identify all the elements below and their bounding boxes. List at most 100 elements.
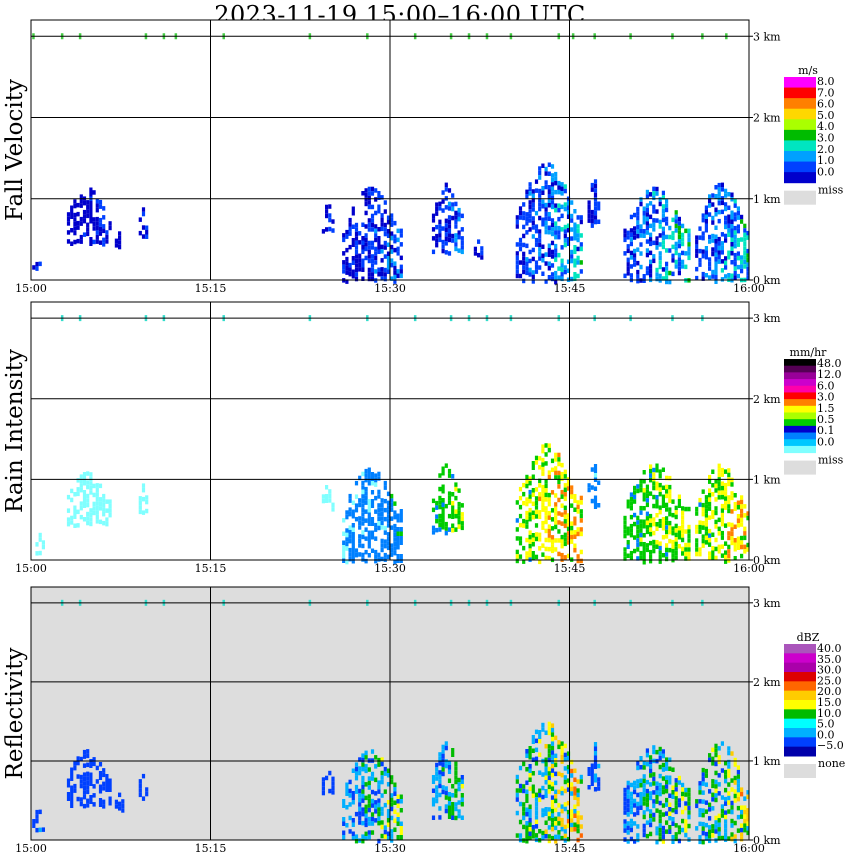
echo-cell <box>114 804 118 809</box>
echo-cell <box>711 783 715 789</box>
echo-cell <box>515 255 519 261</box>
echo-cell <box>714 479 718 484</box>
echo-cell <box>674 787 678 792</box>
echo-cell <box>639 519 643 524</box>
echo-cell <box>348 498 352 503</box>
echo-cell <box>544 479 548 484</box>
colorbar-swatch <box>784 129 816 141</box>
echo-cell <box>733 789 737 794</box>
echo-cell <box>560 258 564 264</box>
echo-cell <box>714 829 718 834</box>
echo-cell <box>447 224 452 229</box>
echo-cell <box>652 799 656 804</box>
echo-cell <box>98 204 103 209</box>
echo-cell <box>714 234 718 239</box>
echo-cell <box>547 185 551 190</box>
echo-cell <box>671 817 675 822</box>
echo-cell <box>89 205 93 210</box>
echo-cell <box>655 808 659 813</box>
echo-cell <box>370 798 375 804</box>
echo-cell <box>358 815 362 821</box>
echo-cell <box>720 795 724 800</box>
echo-cell <box>444 786 448 791</box>
echo-cell <box>141 234 146 239</box>
echo-cell <box>441 520 445 525</box>
echo-cell <box>652 258 656 264</box>
echo-cell <box>645 543 649 548</box>
echo-cell <box>377 236 381 241</box>
echo-cell <box>557 252 561 258</box>
echo-cell <box>636 274 640 279</box>
echo-cell <box>711 532 715 537</box>
echo-cell <box>354 766 359 772</box>
echo-cell <box>544 789 548 794</box>
echo-cell <box>86 484 90 490</box>
echo-cell <box>704 255 708 260</box>
echo-cell <box>661 276 665 281</box>
echo-cell <box>677 798 681 803</box>
echo-cell <box>79 801 83 807</box>
echo-cell <box>649 513 653 519</box>
echo-cell <box>560 245 564 250</box>
echo-cell <box>714 537 718 543</box>
echo-cell <box>522 811 526 816</box>
echo-cell <box>566 782 571 788</box>
echo-cell <box>345 559 349 565</box>
echo-cell <box>665 484 669 490</box>
echo-cell <box>105 234 109 240</box>
echo-cell <box>70 785 74 790</box>
echo-cell <box>86 227 90 232</box>
echo-cell <box>717 755 721 760</box>
echo-cell <box>525 839 529 844</box>
echo-cell <box>557 484 561 489</box>
echo-cell <box>515 518 519 523</box>
echo-cell <box>629 528 633 533</box>
echo-cell <box>145 234 149 239</box>
echo-cell <box>652 521 656 527</box>
colorbar-missing-label: miss <box>818 454 844 467</box>
echo-cell <box>444 205 448 210</box>
echo-cell <box>576 504 580 510</box>
echo-cell <box>528 768 532 773</box>
echo-cell <box>367 476 371 481</box>
echo-cell <box>563 202 567 207</box>
echo-cell <box>563 206 567 212</box>
echo-cell <box>636 810 640 816</box>
echo-cell <box>399 821 403 826</box>
echo-cell <box>82 772 87 777</box>
echo-cell <box>724 215 728 221</box>
echo-cell <box>593 486 598 491</box>
echo-cell <box>444 790 448 796</box>
echo-cell <box>674 805 678 810</box>
y-tick-label: 3 km <box>753 312 781 325</box>
echo-cell <box>98 789 103 794</box>
echo-cell <box>711 761 715 766</box>
echo-cell <box>86 231 90 237</box>
echo-cell <box>547 753 551 758</box>
echo-cell <box>554 762 558 768</box>
echo-cluster <box>342 467 403 565</box>
echo-cell <box>570 773 574 778</box>
echo-cell <box>730 832 734 837</box>
echo-cell <box>743 814 747 819</box>
echo-cell <box>528 827 532 832</box>
echo-cell <box>681 818 685 824</box>
echo-cell <box>328 204 332 209</box>
echo-cell <box>438 504 442 510</box>
echo-cell <box>454 802 458 807</box>
echo-cell <box>661 749 665 754</box>
echo-cell <box>438 206 442 211</box>
echo-cell <box>393 274 397 280</box>
echo-cell <box>370 548 375 553</box>
echo-cell <box>727 544 731 550</box>
echo-cell <box>626 785 630 790</box>
echo-cell <box>367 521 371 526</box>
echo-cell <box>451 501 455 506</box>
echo-cell <box>698 790 702 795</box>
echo-cell <box>554 470 558 476</box>
echo-cell <box>636 542 640 548</box>
echo-cell <box>730 805 734 810</box>
echo-cell <box>701 821 705 827</box>
echo-cell <box>645 221 649 226</box>
echo-cell <box>590 467 594 472</box>
